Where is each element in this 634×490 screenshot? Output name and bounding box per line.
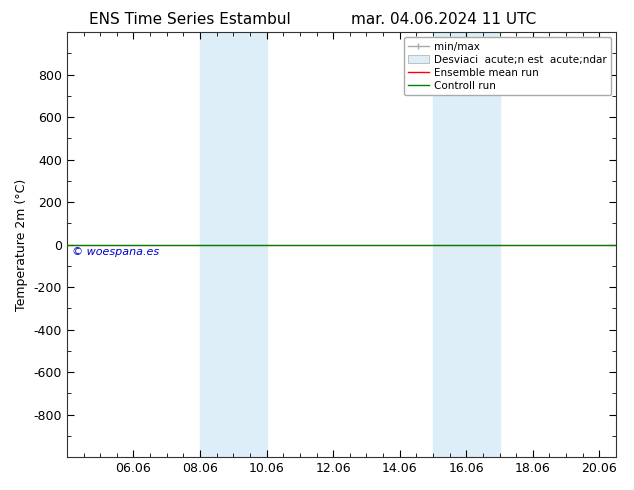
Text: mar. 04.06.2024 11 UTC: mar. 04.06.2024 11 UTC (351, 12, 536, 27)
Text: ENS Time Series Estambul: ENS Time Series Estambul (89, 12, 291, 27)
Y-axis label: Temperature 2m (°C): Temperature 2m (°C) (15, 178, 28, 311)
Bar (433, 32, 500, 457)
Text: © woespana.es: © woespana.es (72, 247, 160, 257)
Legend: min/max, Desviaci  acute;n est  acute;ndar, Ensemble mean run, Controll run: min/max, Desviaci acute;n est acute;ndar… (404, 37, 611, 95)
Bar (200, 32, 266, 457)
